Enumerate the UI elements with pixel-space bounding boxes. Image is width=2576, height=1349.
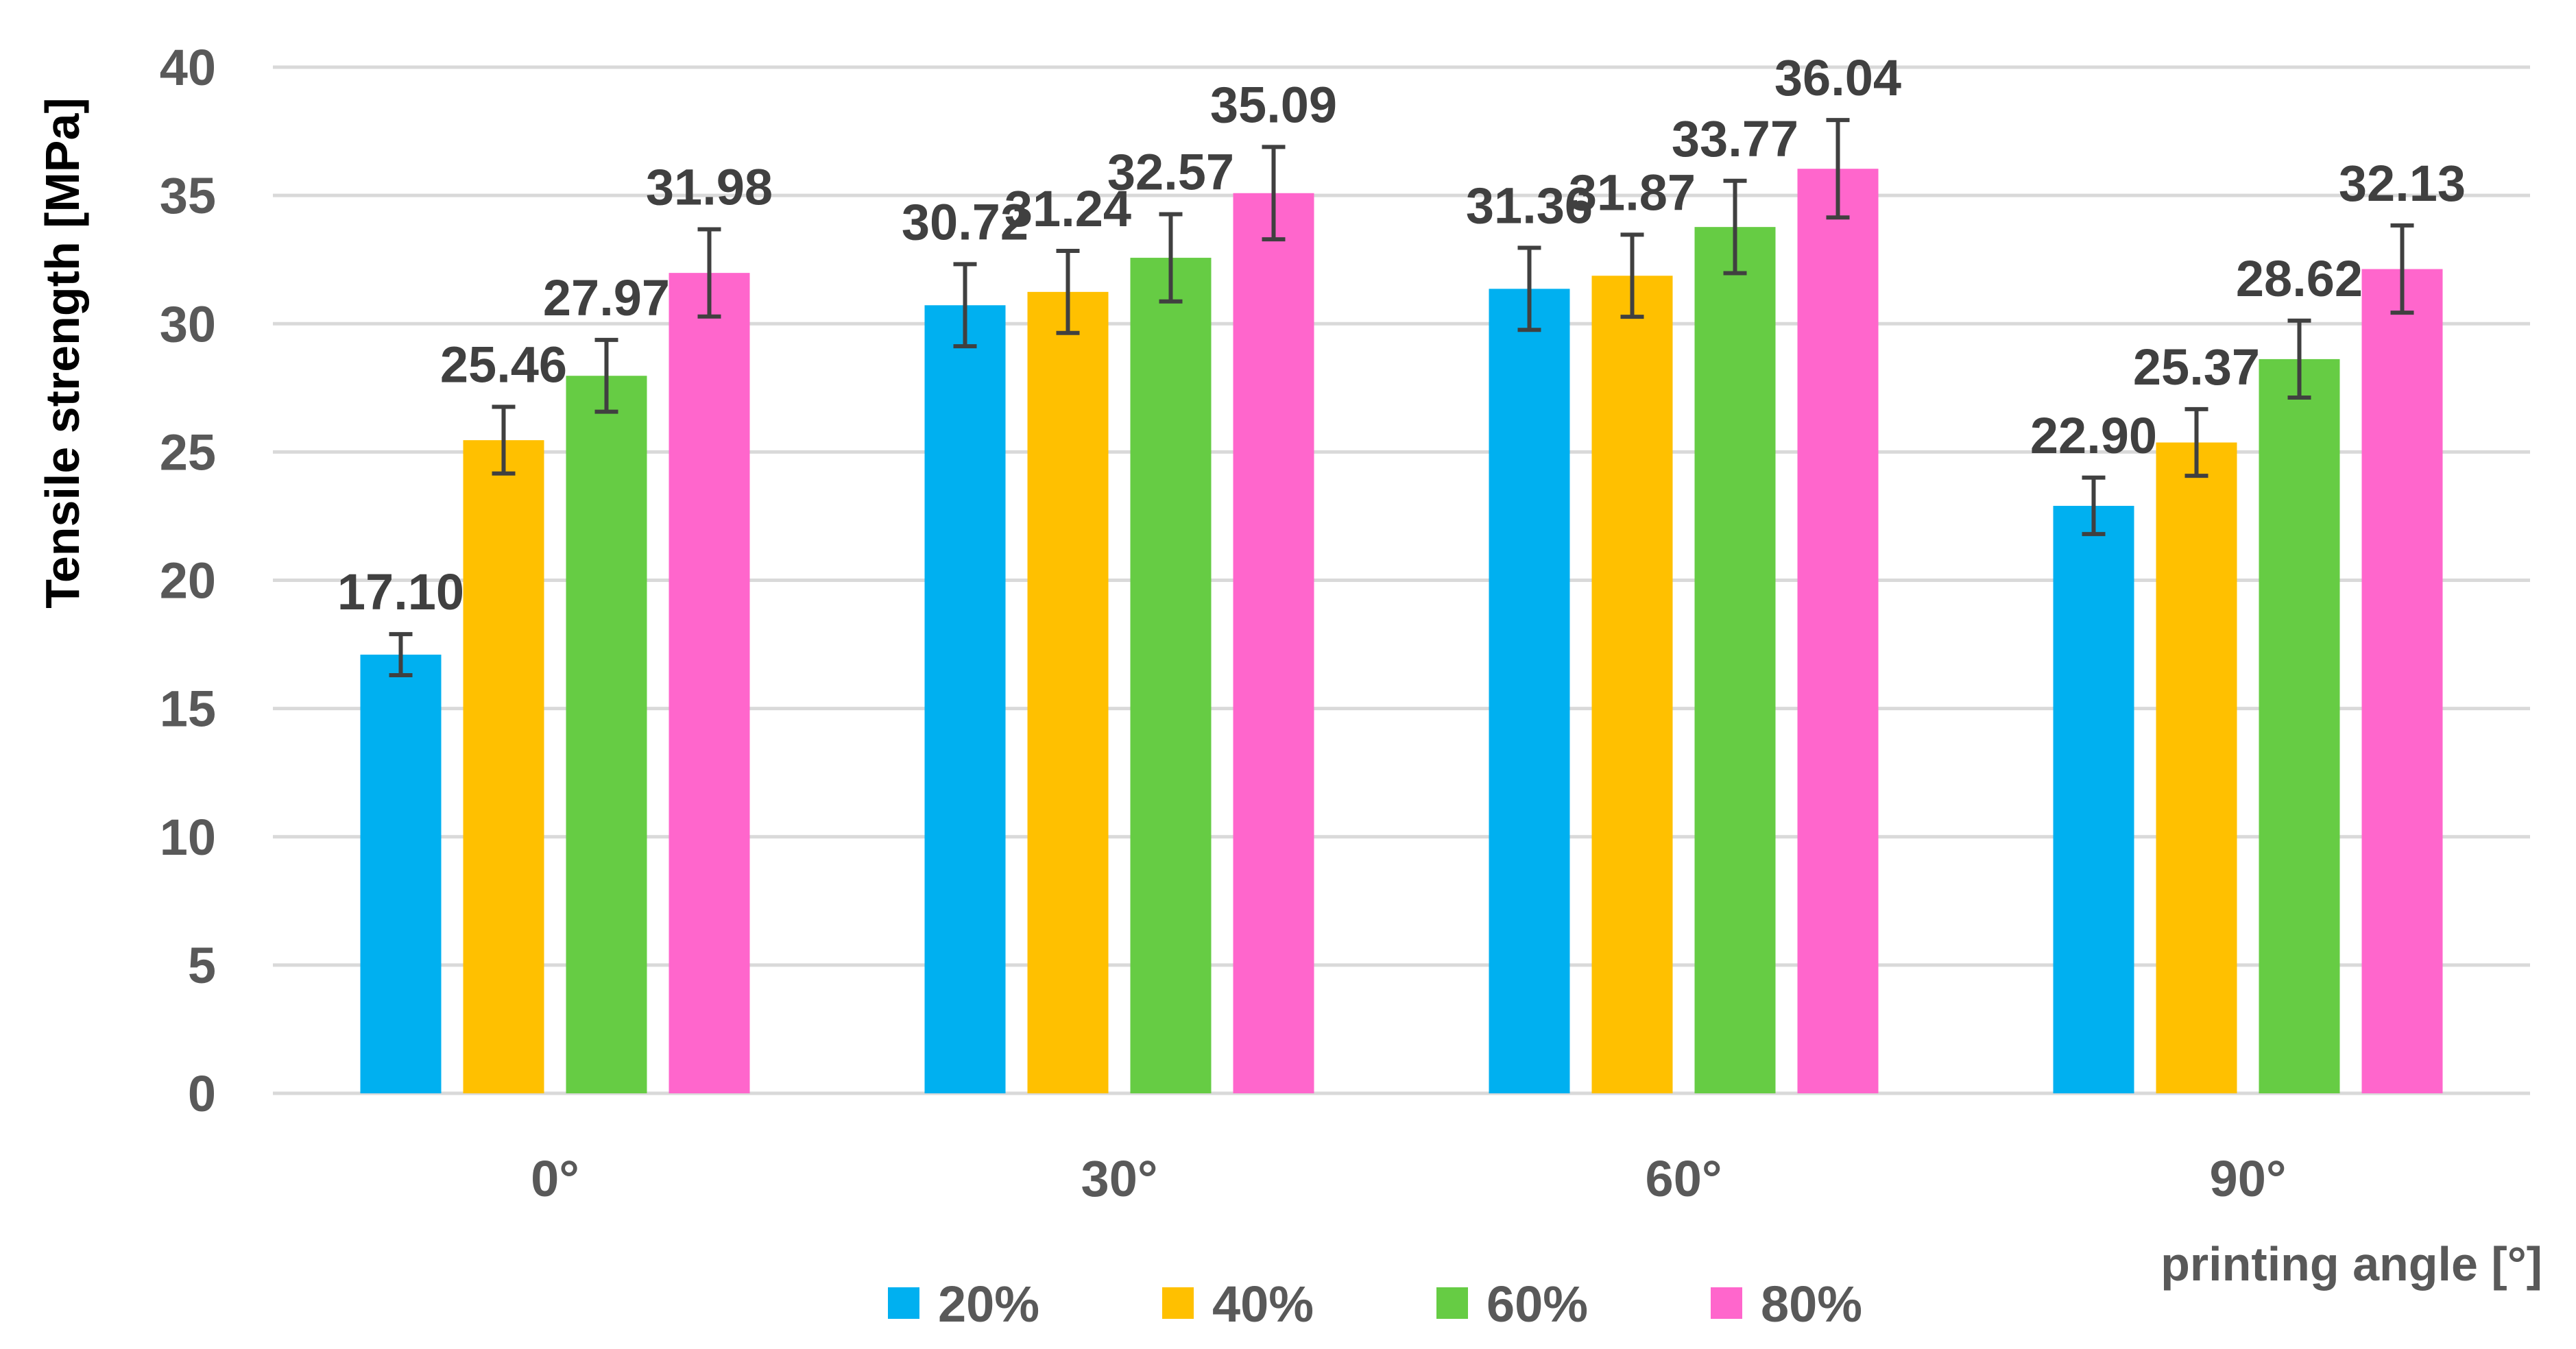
bar-40pct-3 — [2156, 442, 2237, 1093]
data-label: 31.24 — [1004, 180, 1131, 237]
data-label: 28.62 — [2236, 250, 2363, 307]
data-label: 33.77 — [1672, 110, 1798, 167]
legend-swatch — [1162, 1287, 1194, 1319]
y-tick-label: 10 — [160, 809, 216, 866]
x-category-label: 30° — [1081, 1150, 1158, 1207]
x-category-label: 0° — [531, 1150, 579, 1207]
y-tick-label: 35 — [160, 167, 216, 224]
bar-20pct-3 — [2053, 505, 2134, 1093]
bar-60pct-3 — [2259, 358, 2340, 1093]
data-label: 30.72 — [902, 193, 1028, 250]
data-label: 32.57 — [1107, 143, 1234, 200]
bar-20pct-1 — [924, 305, 1006, 1094]
y-tick-label: 0 — [188, 1065, 216, 1122]
data-label: 27.97 — [543, 269, 670, 326]
data-label: 31.87 — [1569, 164, 1696, 221]
legend-label: 60% — [1486, 1276, 1588, 1333]
y-tick-label: 25 — [160, 424, 216, 481]
data-label: 22.90 — [2030, 407, 2157, 464]
bar-40pct-1 — [1027, 291, 1109, 1093]
y-tick-label: 30 — [160, 295, 216, 352]
data-label: 25.37 — [2133, 339, 2260, 396]
x-axis-title: printing angle [°] — [2160, 1237, 2542, 1291]
data-label: 35.09 — [1210, 76, 1337, 133]
bar-80pct-0 — [669, 273, 750, 1094]
legend: 20% 40% 60% 80% — [888, 1276, 1862, 1333]
data-label: 32.13 — [2339, 155, 2466, 212]
bar-60pct-0 — [566, 376, 647, 1093]
bar-80pct-3 — [2361, 269, 2443, 1093]
gridlines — [273, 65, 2530, 1095]
data-label: 25.46 — [440, 337, 567, 393]
bar-40pct-2 — [1591, 276, 1673, 1093]
data-label: 31.36 — [1466, 177, 1593, 234]
legend-label: 40% — [1212, 1276, 1314, 1333]
data-label: 31.98 — [646, 159, 773, 216]
bar-60pct-1 — [1130, 258, 1212, 1093]
legend-label: 80% — [1761, 1276, 1862, 1333]
bar-40pct-0 — [463, 440, 544, 1093]
y-tick-label: 15 — [160, 681, 216, 738]
bars — [360, 169, 2443, 1094]
x-category-label: 60° — [1646, 1150, 1722, 1207]
legend-label: 20% — [938, 1276, 1039, 1333]
data-label: 17.10 — [337, 563, 464, 620]
legend-swatch — [888, 1287, 919, 1319]
y-axis-ticks: 0 5 10 15 20 25 30 35 40 — [160, 39, 216, 1122]
legend-swatch — [1436, 1287, 1468, 1319]
bar-20pct-2 — [1489, 289, 1570, 1093]
bar-20pct-0 — [360, 655, 442, 1093]
legend-swatch — [1711, 1287, 1742, 1319]
y-axis-title: Tensile strength [MPa] — [36, 97, 89, 608]
bar-80pct-1 — [1233, 193, 1314, 1094]
y-tick-label: 40 — [160, 39, 216, 96]
y-tick-label: 5 — [188, 937, 216, 994]
error-bars — [389, 118, 2414, 677]
bar-60pct-2 — [1694, 227, 1776, 1094]
x-axis-categories: 0° 30° 60° 90° — [531, 1150, 2286, 1207]
y-tick-label: 20 — [160, 552, 216, 609]
bar-80pct-2 — [1797, 169, 1879, 1093]
x-category-label: 90° — [2210, 1150, 2287, 1207]
data-label: 36.04 — [1774, 49, 1901, 106]
